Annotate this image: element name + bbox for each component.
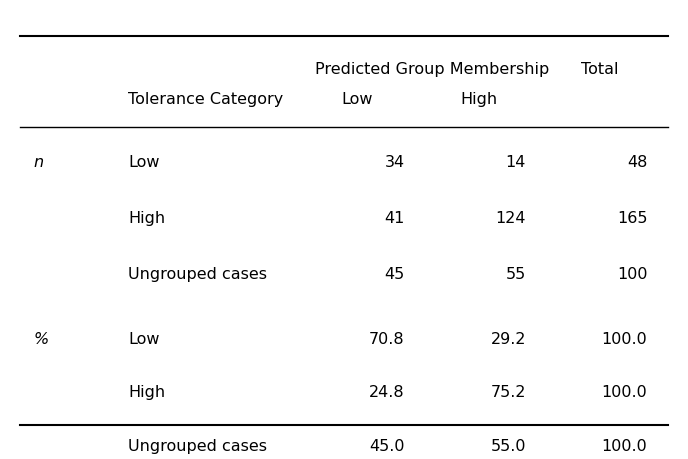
Text: n: n [34, 155, 44, 170]
Text: 100.0: 100.0 [601, 384, 647, 399]
Text: 34: 34 [385, 155, 405, 170]
Text: 29.2: 29.2 [491, 331, 526, 347]
Text: High: High [460, 92, 497, 107]
Text: 55.0: 55.0 [491, 438, 526, 453]
Text: 24.8: 24.8 [369, 384, 405, 399]
Text: Ungrouped cases: Ungrouped cases [128, 438, 267, 453]
Text: 14: 14 [506, 155, 526, 170]
Text: 48: 48 [627, 155, 647, 170]
Text: 100.0: 100.0 [601, 331, 647, 347]
Text: 165: 165 [617, 211, 647, 226]
Text: 124: 124 [495, 211, 526, 226]
Text: Ungrouped cases: Ungrouped cases [128, 267, 267, 282]
Text: 100.0: 100.0 [601, 438, 647, 453]
Text: 45.0: 45.0 [369, 438, 405, 453]
Text: High: High [128, 211, 165, 226]
Text: Predicted Group Membership: Predicted Group Membership [314, 62, 549, 77]
Text: Total: Total [581, 62, 619, 77]
Text: Tolerance Category: Tolerance Category [128, 92, 283, 107]
Text: 70.8: 70.8 [369, 331, 405, 347]
Text: 75.2: 75.2 [491, 384, 526, 399]
Text: Low: Low [128, 155, 160, 170]
Text: %: % [34, 331, 49, 347]
Text: 55: 55 [506, 267, 526, 282]
Text: Low: Low [128, 331, 160, 347]
Text: 45: 45 [385, 267, 405, 282]
Text: 100: 100 [617, 267, 647, 282]
Text: 41: 41 [385, 211, 405, 226]
Text: Low: Low [342, 92, 373, 107]
Text: High: High [128, 384, 165, 399]
